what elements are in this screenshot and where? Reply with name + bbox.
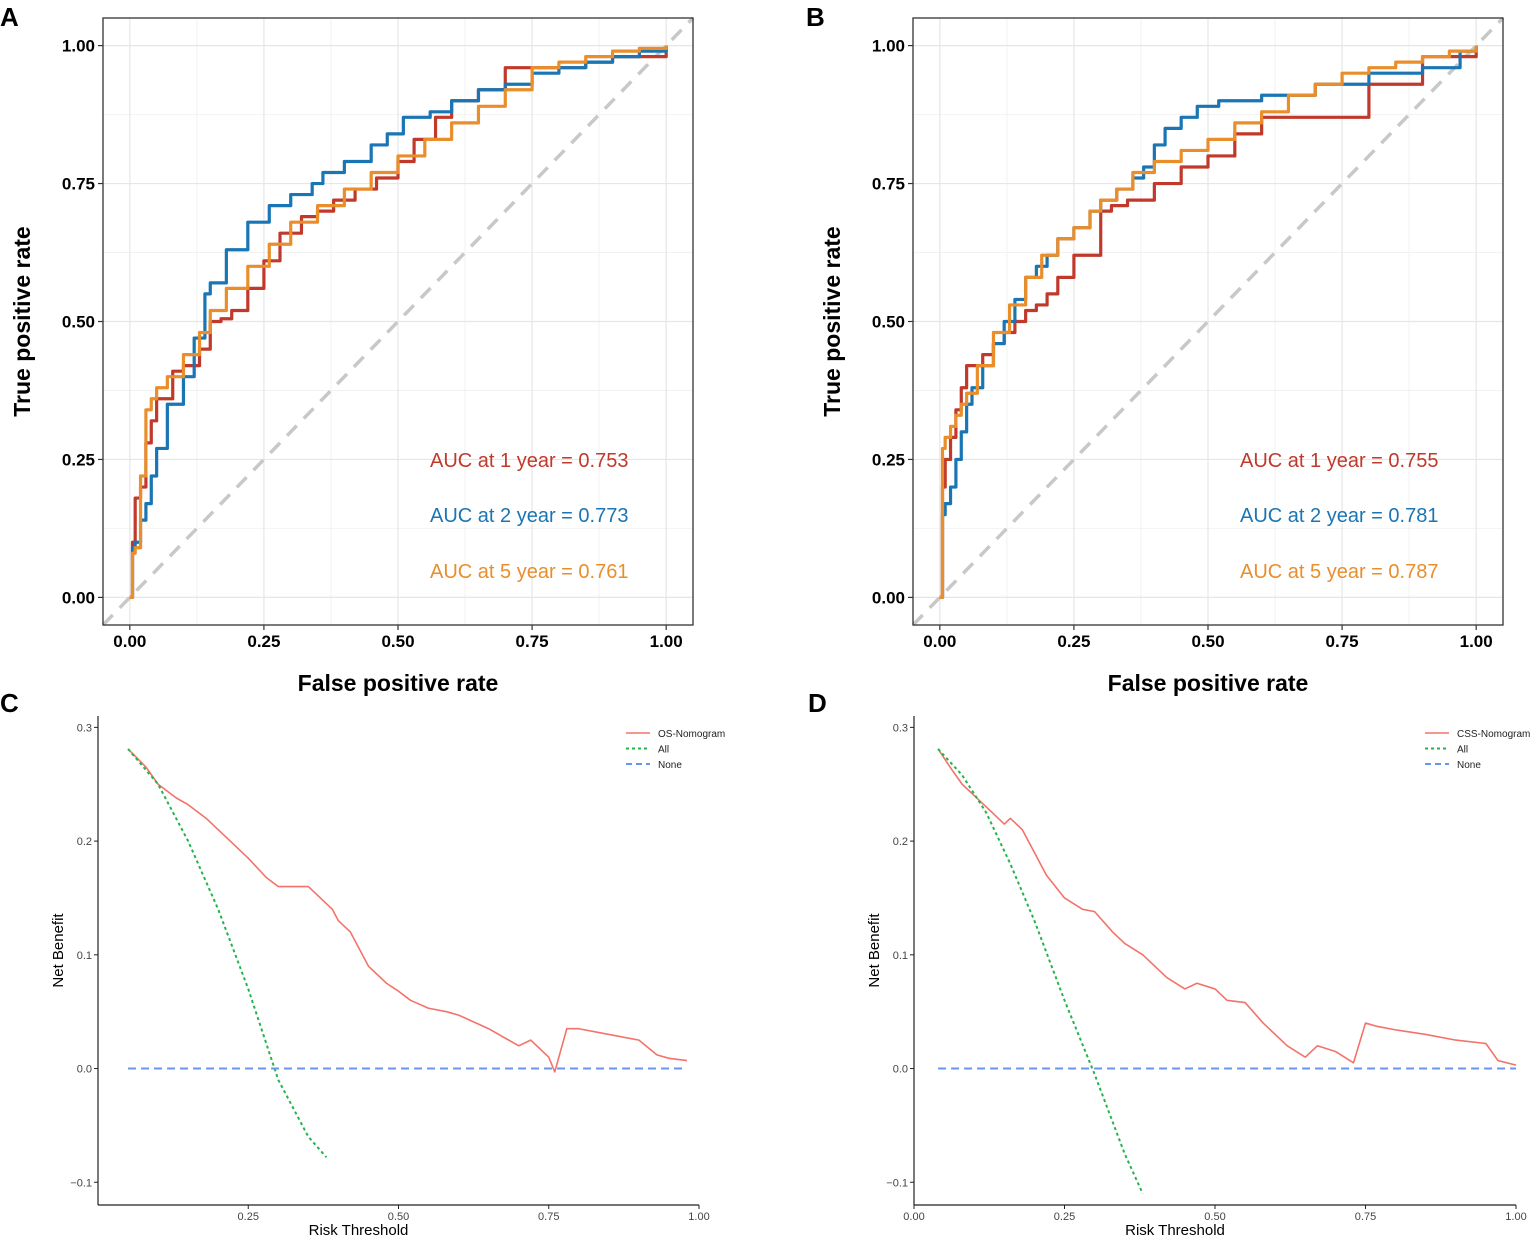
y-axis-title-c: Net Benefit [50, 913, 67, 988]
y-tick-label-c: 0.3 [77, 722, 92, 734]
dca-curve-c-all [127, 748, 328, 1158]
x-axis-title-c: Risk Threshold [309, 1222, 409, 1237]
y-tick-label-b: 0.00 [872, 588, 905, 607]
y-tick-label-c: 0.0 [77, 1064, 92, 1076]
x-tick-label-d: 0.00 [903, 1211, 924, 1223]
x-tick-label-d: 1.00 [1505, 1211, 1526, 1223]
x-axis-title-a: False positive rate [298, 670, 499, 696]
x-tick-label-d: 0.75 [1355, 1211, 1376, 1223]
x-tick-label-c: 0.25 [238, 1211, 259, 1223]
y-axis-title-d: Net Benefit [866, 913, 883, 988]
x-tick-label-b: 1.00 [1460, 632, 1493, 651]
legend-label-c-3: None [658, 760, 682, 771]
y-axis-title-b: True positive rate [819, 226, 845, 416]
x-tick-label-a: 0.25 [247, 632, 280, 651]
plot-border-b [912, 17, 1504, 626]
dca-chart-d: 0.00 0.25 0.50 0.75 1.00 0.3 0.2 0.1 0.0 −0.1 CSS-… [866, 716, 1530, 1237]
x-tick-label-a: 0.00 [113, 632, 146, 651]
x-tick-label-b: 0.50 [1191, 632, 1224, 651]
y-tick-label-d: 0.0 [893, 1064, 908, 1076]
x-tick-label-b: 0.00 [923, 632, 956, 651]
y-tick-label-b: 0.75 [872, 175, 905, 194]
y-tick-label-d: 0.3 [893, 722, 908, 734]
y-tick-label-d: −0.1 [886, 1177, 908, 1189]
roc-curve-a-3 [129, 45, 668, 600]
legend-label-d-3: None [1457, 760, 1481, 771]
x-tick-label-b: 0.75 [1326, 632, 1359, 651]
x-tick-label-b: 0.25 [1057, 632, 1090, 651]
y-tick-label-d: 0.1 [893, 950, 908, 962]
panel-letter-c: C [0, 688, 19, 718]
x-tick-label-d: 0.50 [1204, 1211, 1225, 1223]
x-axis-title-b: False positive rate [1108, 670, 1309, 696]
panel-letter-b: B [806, 2, 825, 32]
y-axis-title-a: True positive rate [9, 226, 35, 416]
y-tick-label-a: 1.00 [62, 37, 95, 56]
x-tick-label-c: 0.75 [538, 1211, 559, 1223]
auc-annotation-b-1: AUC at 1 year = 0.755 [1240, 450, 1438, 472]
x-tick-label-a: 1.00 [650, 632, 683, 651]
roc-chart-b: 0.00 0.25 0.50 0.75 1.00 0.00 0.25 0.50 0.75 1.00… [819, 16, 1505, 696]
y-tick-label-a: 0.00 [62, 588, 95, 607]
legend-label-c-1: OS-Nomogram [658, 729, 725, 740]
auc-annotation-b-2: AUC at 2 year = 0.781 [1240, 505, 1438, 527]
roc-chart-a: 0.00 0.25 0.50 0.75 1.00 0.00 0.25 0.50 0.75 1.00… [9, 16, 695, 696]
dca-curve-c-os-nomogram [127, 748, 688, 1073]
dca-curve-d-all [937, 748, 1144, 1195]
x-tick-label-c: 0.50 [388, 1211, 409, 1223]
auc-annotation-a-1: AUC at 1 year = 0.753 [430, 450, 628, 472]
x-tick-label-a: 0.75 [516, 632, 549, 651]
y-tick-label-b: 1.00 [872, 37, 905, 56]
x-axis-title-d: Risk Threshold [1125, 1222, 1225, 1237]
y-tick-label-d: 0.2 [893, 836, 908, 848]
legend-label-d-1: CSS-Nomogram [1457, 729, 1530, 740]
diagonal-reference-line-b [911, 16, 1505, 627]
plot-border-a [102, 17, 694, 626]
x-tick-label-a: 0.50 [381, 632, 414, 651]
y-tick-label-b: 0.50 [872, 313, 905, 332]
y-tick-label-a: 0.50 [62, 313, 95, 332]
auc-annotation-a-3: AUC at 5 year = 0.761 [430, 561, 628, 583]
x-tick-label-c: 1.00 [688, 1211, 709, 1223]
y-tick-label-c: 0.1 [77, 950, 92, 962]
y-tick-label-c: 0.2 [77, 836, 92, 848]
legend-label-d-2: All [1457, 745, 1468, 756]
dca-chart-c: 0.25 0.50 0.75 1.00 0.3 0.2 0.1 0.0 −0.1 OS-Nomog… [50, 716, 725, 1237]
auc-annotation-b-3: AUC at 5 year = 0.787 [1240, 561, 1438, 583]
y-tick-label-b: 0.25 [872, 450, 905, 469]
panel-letter-a: A [0, 2, 19, 32]
x-tick-label-d: 0.25 [1054, 1211, 1075, 1223]
legend-label-c-2: All [658, 745, 669, 756]
roc-curve-b-3 [939, 45, 1478, 600]
y-tick-label-c: −0.1 [70, 1177, 92, 1189]
roc-curve-b-1 [939, 45, 1478, 600]
dca-curve-d-css-nomogram [937, 748, 1517, 1066]
diagonal-reference-line-a [101, 16, 695, 627]
panel-letter-d: D [808, 688, 827, 718]
y-tick-label-a: 0.25 [62, 450, 95, 469]
y-tick-label-a: 0.75 [62, 175, 95, 194]
auc-annotation-a-2: AUC at 2 year = 0.773 [430, 505, 628, 527]
